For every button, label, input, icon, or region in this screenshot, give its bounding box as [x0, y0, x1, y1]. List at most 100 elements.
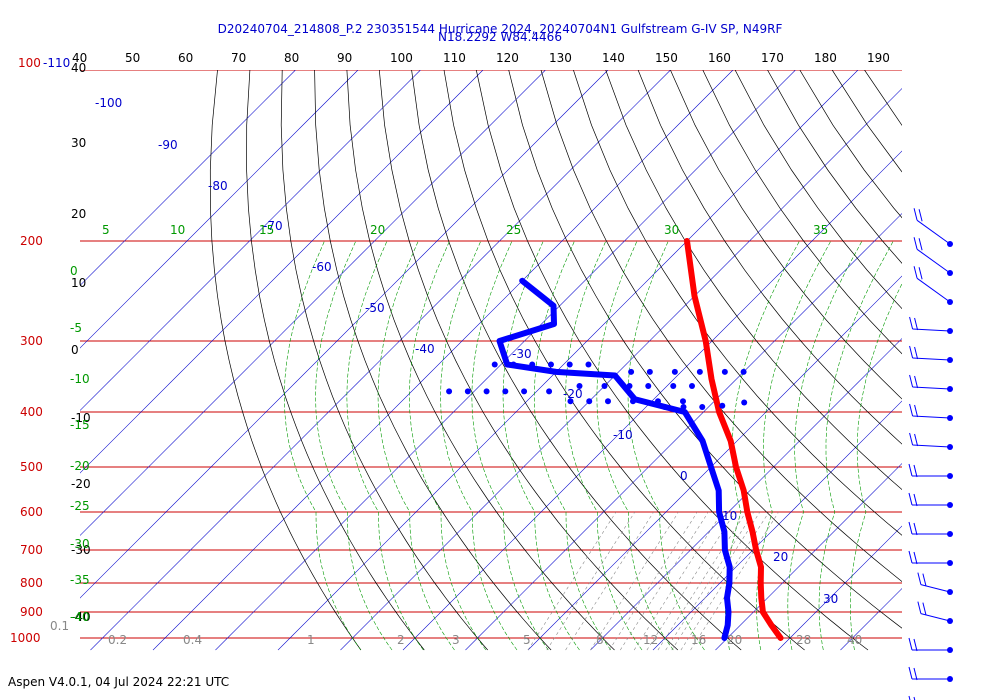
dry-adiabat — [411, 70, 742, 651]
isotherm-line — [777, 525, 902, 651]
pressure-label: 600 — [20, 505, 43, 519]
wind-barb-flag — [908, 666, 913, 680]
dry-adiabat — [378, 70, 679, 651]
mixing-ratio-line — [690, 511, 779, 651]
isotherm-line — [590, 338, 902, 651]
top-temp-tick: 120 — [496, 51, 519, 65]
wind-barb-flag — [914, 433, 919, 447]
wind-barb-flag — [914, 317, 919, 331]
left-height-tick: -30 — [71, 543, 91, 557]
top-temp-tick: 70 — [231, 51, 246, 65]
dry-adiabat — [799, 70, 902, 219]
dewpoint-point — [502, 388, 509, 395]
dry-adiabat — [280, 70, 488, 651]
isotherm-line — [715, 463, 902, 651]
left-height-tick: 20 — [71, 207, 86, 221]
moist-adiabat — [756, 240, 832, 651]
dewpoint-point — [661, 403, 668, 410]
wind-barb — [908, 695, 916, 700]
top-temp-tick: 160 — [708, 51, 731, 65]
dewpoint-point — [586, 398, 593, 405]
moist-adiabat — [346, 240, 424, 651]
wind-barb-flag — [913, 266, 918, 279]
isotherm-label: 10 — [722, 509, 737, 523]
dry-adiabat — [508, 70, 902, 629]
wind-barb — [913, 237, 953, 276]
theta-e-left-label: -30 — [70, 537, 90, 551]
pressure-label: 700 — [20, 543, 43, 557]
wind-barb-flag — [908, 550, 913, 564]
wind-barb-flag — [913, 208, 918, 221]
wind-barb — [908, 550, 953, 566]
wind-barb-flag — [909, 432, 914, 446]
wind-barb — [909, 316, 953, 334]
theta-e-label: 25 — [506, 223, 521, 237]
left-height-tick: 0 — [71, 343, 79, 357]
dewpoint-point — [446, 388, 453, 395]
mixing-ratio-label: 40 — [847, 633, 862, 647]
dry-adiabat — [605, 70, 902, 491]
dewpoint-point — [601, 382, 608, 389]
isotherm-line — [652, 400, 902, 651]
pressure-label: 300 — [20, 334, 43, 348]
wind-barb-flag — [913, 638, 918, 652]
wind-barb-flag — [913, 667, 918, 681]
top-temp-tick: 130 — [549, 51, 572, 65]
isotherm-line — [80, 70, 421, 411]
isotherm-line — [80, 70, 484, 474]
dewpoint-point — [547, 361, 554, 368]
dewpoint-point — [585, 361, 592, 368]
dewpoint-point — [567, 398, 574, 405]
mixing-ratio-label: 3 — [452, 633, 460, 647]
top-temp-tick: 170 — [761, 51, 784, 65]
mixing-ratio-label: 20 — [727, 633, 742, 647]
isotherm-label: -60 — [312, 260, 332, 274]
wind-barb-flag — [909, 403, 914, 417]
dewpoint-point — [629, 398, 636, 405]
dewpoint-point — [521, 388, 528, 395]
wind-barb-shaft — [912, 328, 951, 332]
wind-barb-flag — [917, 601, 922, 614]
dewpoint-point — [576, 382, 583, 389]
software-footer: Aspen V4.0.1, 04 Jul 2024 22:21 UTC — [8, 675, 230, 689]
dry-adiabat — [346, 70, 615, 651]
theta-e-label: 30 — [664, 223, 679, 237]
moist-adiabat — [849, 283, 902, 651]
wind-barb-flag — [917, 572, 922, 585]
dry-adiabat — [314, 70, 552, 651]
isotherm-line — [277, 70, 859, 651]
dewpoint-point — [483, 388, 490, 395]
wind-barb-flag — [918, 238, 923, 251]
isotherm-line — [80, 70, 609, 599]
top-temp-tick: 140 — [602, 51, 625, 65]
wind-barb-shaft — [912, 386, 951, 390]
left-height-tick: -10 — [71, 411, 91, 425]
wind-barb — [909, 374, 953, 392]
isotherm-line — [965, 70, 1000, 650]
dry-adiabat — [573, 70, 902, 536]
dewpoint-point — [680, 403, 687, 410]
isotherm-label: -30 — [512, 347, 532, 361]
temperature-profile-line — [684, 238, 784, 641]
theta-e-label: 20 — [370, 223, 385, 237]
theta-e-left-label: -10 — [70, 372, 90, 386]
top-temp-tick: 110 — [443, 51, 466, 65]
dewpoint-point — [464, 388, 471, 395]
mixing-ratio-line — [665, 511, 755, 651]
wind-barb-flag — [922, 573, 927, 586]
moist-adiabat — [377, 240, 455, 651]
isotherm-label: -20 — [563, 387, 583, 401]
top-temp-tick: 100 — [390, 51, 413, 65]
moist-adiabat — [283, 240, 362, 651]
wind-barb-flag — [908, 521, 913, 535]
isotherm-line — [152, 70, 734, 651]
wind-barb-flag — [913, 464, 918, 478]
wind-barb — [917, 572, 953, 595]
wind-barb-flag — [908, 695, 911, 700]
wind-barb-flag — [913, 522, 918, 536]
dewpoint-point — [628, 368, 635, 375]
wind-barb-shaft — [912, 415, 951, 419]
isotherm-line — [465, 213, 902, 651]
dry-adiabat — [670, 70, 902, 400]
